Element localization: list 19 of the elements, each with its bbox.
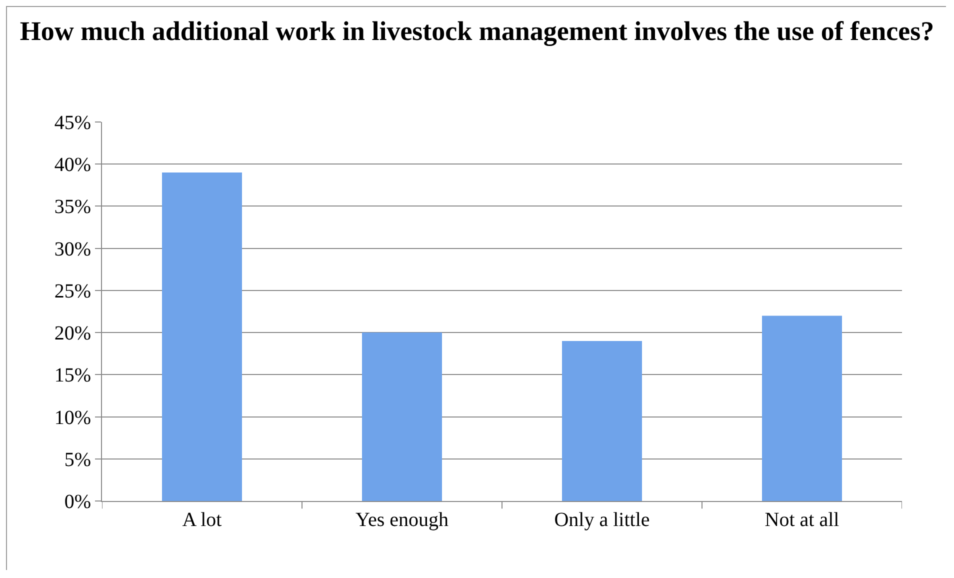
y-tick-label: 30% [54, 238, 91, 260]
bar [162, 172, 242, 501]
y-tick-label: 10% [54, 406, 91, 429]
y-tick-label: 45% [54, 112, 91, 134]
y-tick-label: 40% [54, 154, 91, 176]
y-tick-label: 0% [64, 491, 91, 513]
x-tick-label: Yes enough [356, 509, 448, 531]
bar [562, 340, 642, 501]
y-tick-label: 20% [54, 322, 91, 345]
chart-title: How much additional work in livestock management involves the use of fences? [20, 16, 934, 46]
y-tick-label: 25% [54, 280, 91, 302]
bar [762, 316, 842, 501]
bar [362, 332, 442, 501]
x-tick-label: Not at all [764, 509, 840, 531]
y-tick-label: 35% [54, 196, 91, 218]
y-tick-label: 5% [64, 448, 91, 471]
x-tick-label: Only a little [554, 509, 650, 531]
x-tick-label: A lot [182, 509, 222, 531]
y-tick-label: 15% [54, 364, 91, 387]
